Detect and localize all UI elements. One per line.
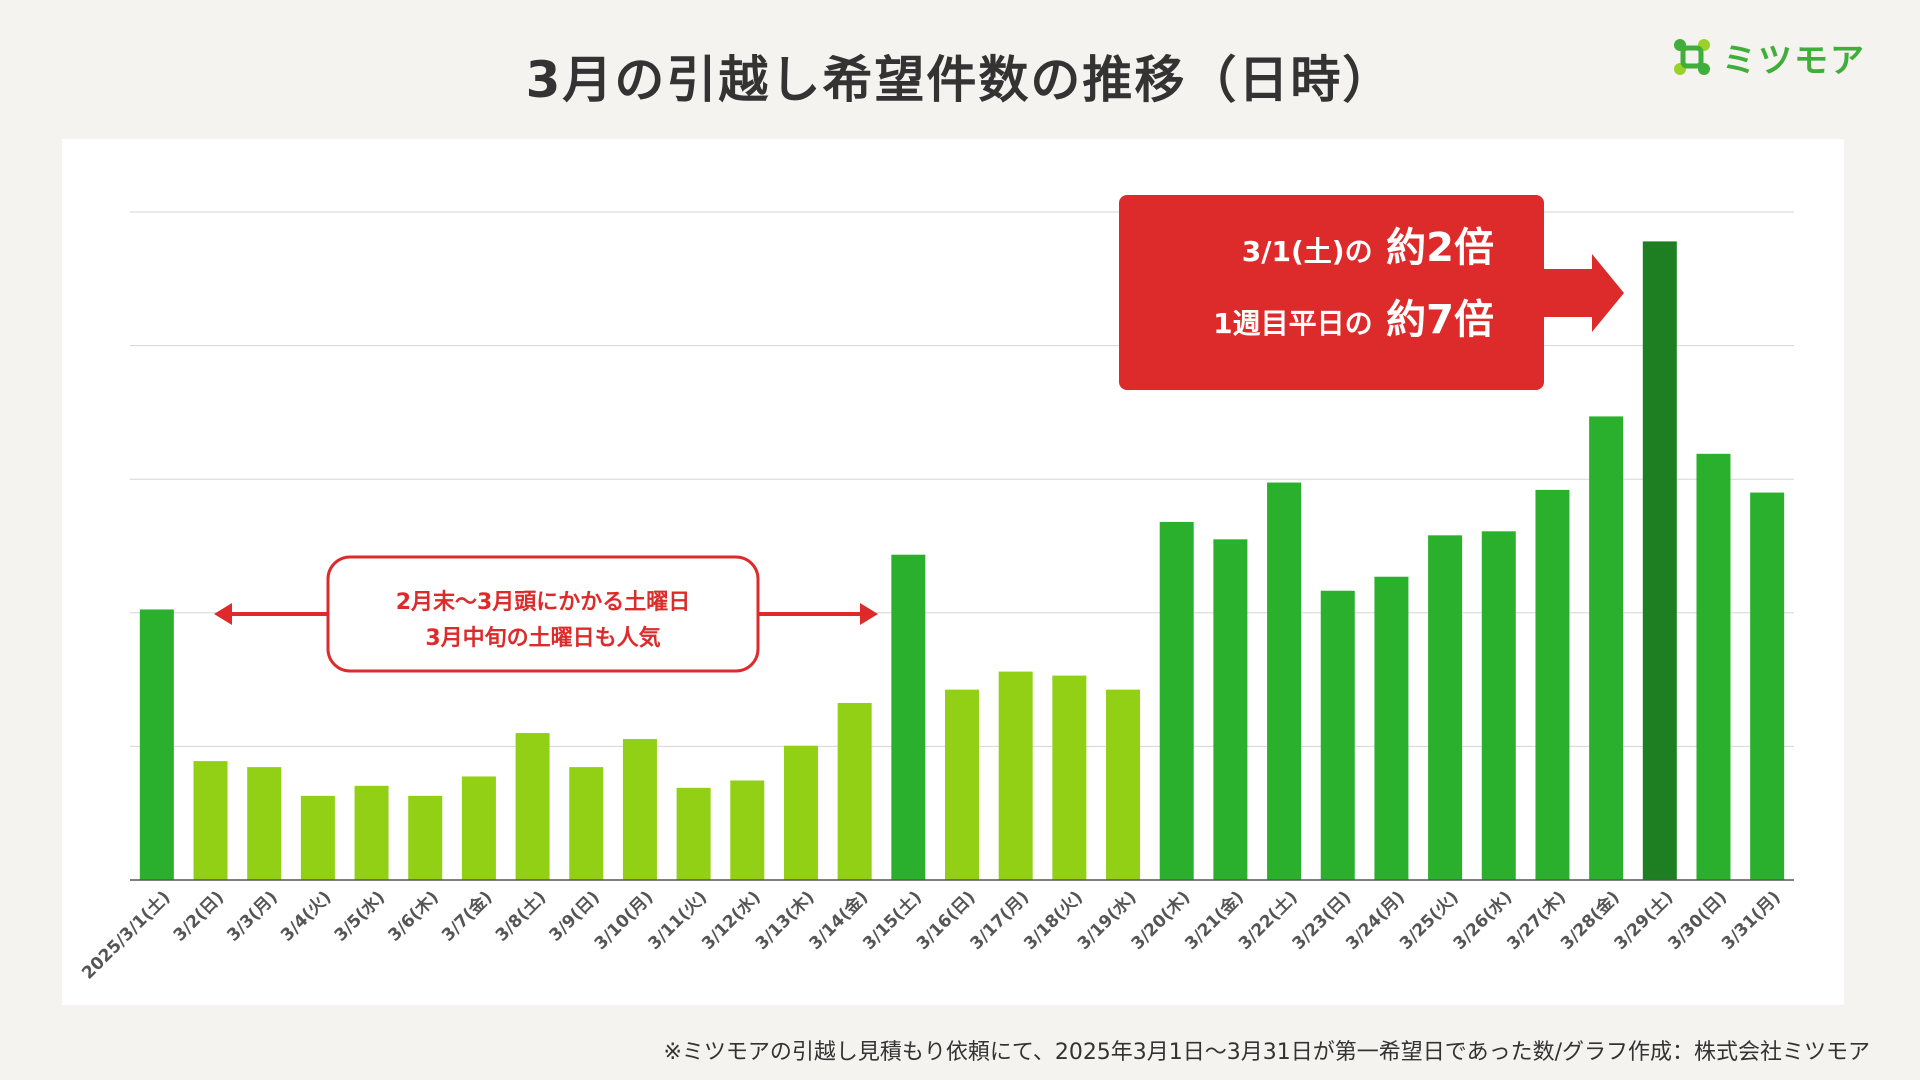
bar-28 [1589,416,1624,880]
callout-line-1-big: 約2倍 [1386,225,1494,271]
callout-line-2: 1週目平日の 約7倍 [1213,297,1494,343]
bar-9 [569,767,604,880]
bar-31 [1750,492,1785,880]
bar-24 [1374,576,1409,880]
bar-29 [1642,241,1677,881]
annotation-arrow-left-head [214,603,232,625]
bar-2 [193,761,228,880]
bar-6 [408,795,443,880]
bar-20 [1159,521,1194,880]
callout-line-2-big: 約7倍 [1386,297,1494,343]
bar-chart: 2025/3/1(土)3/2(日)3/3(月)3/4(火)3/5(水)3/6(木… [78,195,1794,984]
bar-1 [139,609,174,880]
x-tick-label: 3/7(金) [437,887,496,946]
logo: ミツモア [1672,34,1866,81]
callout-line-2-small: 1週目平日の [1213,307,1372,340]
bar-13 [783,745,818,880]
x-tick-label: 3/3(月) [223,887,281,945]
bar-3 [247,767,282,880]
bar-11 [676,787,711,880]
bar-26 [1481,531,1516,880]
bar-8 [515,733,550,880]
x-tick-label: 2025/3/1(土) [78,887,175,984]
bar-12 [730,780,765,880]
peak-callout: 3/1(土)の 約2倍 1週目平日の 約7倍 [1119,195,1624,390]
x-tick-label: 3/31(月) [1718,887,1785,954]
bars [139,241,1785,881]
bar-23 [1320,590,1355,880]
logo-text: ミツモア [1722,40,1866,81]
x-tick-label: 3/5(水) [330,887,389,946]
bar-14 [837,702,872,880]
callout-line-1: 3/1(土)の 約2倍 [1242,225,1494,271]
bar-19 [1106,689,1141,880]
page-title: 3月の引越し希望件数の推移（日時） [525,51,1395,109]
chart-panel: 2025/3/1(土) 3/2(日) 3/3(月) 3/4(火) 3/5(水) 3/6(木… [62,139,1844,1005]
bar-17 [998,671,1033,880]
x-tick-label: 3/4(火) [277,887,335,945]
bar-15 [891,554,926,880]
bar-16 [945,689,979,880]
x-tick-label: 3/2(日) [170,887,228,945]
callout-box [1119,195,1544,390]
x-tick-labels: 2025/3/1(土)3/2(日)3/3(月)3/4(火)3/5(水)3/6(木… [78,887,1785,984]
annotation-arrow-right-head [860,603,878,625]
bar-30 [1696,453,1731,880]
bar-21 [1213,539,1248,880]
callout-arrow [1544,254,1624,332]
annotation-line-1: 2月末〜3月頭にかかる土曜日 [396,590,691,615]
bar-22 [1267,482,1302,880]
x-tick-label: 3/8(土) [491,887,550,946]
bar-18 [1052,675,1087,880]
bar-27 [1535,489,1570,880]
bar-5 [354,785,389,880]
bar-7 [461,776,496,880]
callout-line-1-small: 3/1(土)の [1242,235,1373,268]
bar-25 [1428,535,1463,880]
annotation-box [326,555,760,673]
x-tick-label: 3/6(木) [384,887,443,946]
bar-4 [300,795,335,880]
mitsumore-logo-icon [1674,39,1710,75]
annotation-line-2: 3月中旬の土曜日も人気 [425,625,660,651]
bar-10 [622,739,657,880]
saturday-annotation: 2月末〜3月頭にかかる土曜日 3月中旬の土曜日も人気 [214,555,878,673]
footnote: ※ミツモアの引越し見積もり依頼にて、2025年3月1日〜3月31日が第一希望日で… [663,1040,1870,1065]
